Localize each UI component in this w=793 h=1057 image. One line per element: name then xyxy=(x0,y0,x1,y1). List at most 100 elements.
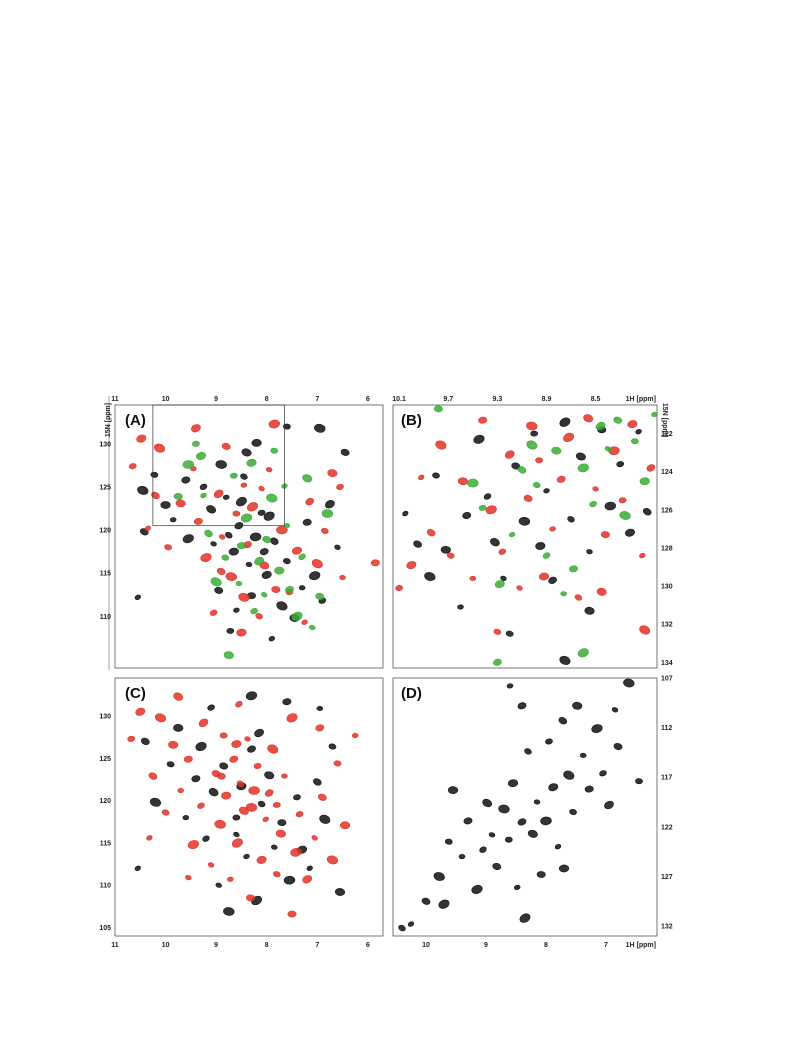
peak-a-s0-32 xyxy=(309,571,321,581)
peak-c-s1-51 xyxy=(231,740,242,748)
peak-a-s1-17 xyxy=(240,482,248,488)
x-tick-d-1: 9 xyxy=(484,942,488,949)
x-tick-d-3: 7 xyxy=(604,942,608,949)
panel-a-plot: 11 10 9 8 7 6 110 115 120 125 130 15N [ppm] xyxy=(99,396,380,659)
peak-d-s0-36 xyxy=(613,742,623,751)
y-tick-b-4: 130 xyxy=(661,584,673,591)
peak-b-s0-26 xyxy=(642,508,652,516)
peak-b-s2-10 xyxy=(569,565,578,573)
peak-c-s1-7 xyxy=(177,787,184,794)
panel-d-frame xyxy=(392,677,658,937)
peak-a-s2-12 xyxy=(250,608,258,615)
peak-b-s2-14 xyxy=(604,446,612,452)
peak-a-s0-5 xyxy=(169,517,177,523)
peak-c-s1-2 xyxy=(146,835,153,841)
peak-b-s0-19 xyxy=(575,452,586,461)
peak-b-s2-6 xyxy=(526,440,538,450)
peak-c-s1-28 xyxy=(264,789,274,797)
peak-c-s0-6 xyxy=(191,775,201,783)
peak-c-s0-15 xyxy=(243,853,250,860)
peak-a-s1-14 xyxy=(225,572,237,581)
x-tick-a-5: 6 xyxy=(366,396,370,403)
peak-b-s2-8 xyxy=(551,446,562,455)
peak-a-s0-11 xyxy=(214,586,224,594)
peak-a-s2-21 xyxy=(291,611,303,621)
peak-a-s1-0 xyxy=(128,463,137,470)
peak-c-s0-1 xyxy=(140,737,150,745)
peak-d-s0-31 xyxy=(584,785,594,793)
peak-b-s2-20 xyxy=(492,658,502,666)
y-tick-b-6: 134 xyxy=(661,660,673,667)
peak-b-s1-7 xyxy=(469,575,477,581)
panel-b: 10.1 9.7 9.3 8.9 8.5 122 124 126 128 130 132 134 15N… xyxy=(392,396,673,669)
peak-c-s0-30 xyxy=(316,705,324,711)
x-tick-d-0: 10 xyxy=(422,942,430,949)
peak-b-s1-25 xyxy=(618,497,627,504)
panel-d-peaks xyxy=(398,678,643,932)
peak-c-s0-8 xyxy=(202,835,210,842)
peak-c-s1-39 xyxy=(326,855,339,865)
peak-c-s0-0 xyxy=(134,865,141,872)
panel-d: 10 9 8 7 107 112 117 122 127 132 1H [ppm] (D) xyxy=(392,676,673,949)
peak-d-s0-25 xyxy=(554,844,562,850)
x-axis-title-d: 1H [ppm] xyxy=(626,942,656,949)
peak-c-s1-5 xyxy=(161,809,170,816)
peak-d-s0-37 xyxy=(623,678,635,688)
peak-d-s0-4 xyxy=(447,786,459,794)
panel-c-peaks xyxy=(127,691,359,918)
peak-d-s0-38 xyxy=(635,778,643,785)
peak-b-s0-25 xyxy=(635,429,642,435)
panel-c: 11 10 9 8 7 6 105 110 115 120 125 130 (C) xyxy=(99,677,384,949)
peak-a-s0-42 xyxy=(263,511,275,521)
peak-c-s0-13 xyxy=(232,814,241,821)
peak-b-s1-21 xyxy=(583,414,594,423)
peak-c-s0-33 xyxy=(207,704,215,711)
peak-a-s1-11 xyxy=(213,489,224,498)
peak-b-s2-2 xyxy=(478,504,487,511)
peak-a-s2-19 xyxy=(283,523,291,529)
peak-c-s1-40 xyxy=(333,760,342,767)
peak-c-s1-19 xyxy=(231,838,243,848)
peak-c-s1-6 xyxy=(168,740,179,749)
peak-b-s2-22 xyxy=(542,552,551,559)
y-tick-a-2: 120 xyxy=(99,528,111,535)
y-tick-c-1: 110 xyxy=(100,883,111,890)
peak-c-s1-44 xyxy=(286,713,298,723)
peak-c-s1-35 xyxy=(295,811,304,818)
peak-a-s1-31 xyxy=(327,469,338,477)
peak-b-s1-28 xyxy=(646,464,656,472)
peak-c-s1-25 xyxy=(253,763,262,769)
peak-b-s1-8 xyxy=(478,416,488,424)
peak-c-s0-20 xyxy=(271,844,278,850)
peak-a-s0-6 xyxy=(181,476,191,484)
peak-b-s1-2 xyxy=(418,474,425,481)
peak-c-s1-14 xyxy=(214,819,226,829)
peak-a-s2-14 xyxy=(261,592,268,598)
peak-a-s1-35 xyxy=(336,483,344,490)
x-tick-b-4: 8.5 xyxy=(591,396,601,403)
peak-d-s0-5 xyxy=(458,854,466,860)
peak-a-s1-2 xyxy=(144,525,152,531)
y-tick-d-1: 112 xyxy=(661,725,672,732)
x-axis-title-b: 1H [ppm] xyxy=(626,396,656,403)
peak-a-s0-38 xyxy=(283,423,291,430)
peak-c-s1-49 xyxy=(245,803,258,812)
x-tick-a-4: 7 xyxy=(315,396,319,403)
peak-a-s2-15 xyxy=(262,535,272,544)
peak-a-s0-40 xyxy=(222,494,230,500)
peak-c-s1-8 xyxy=(183,755,193,763)
peak-a-s2-17 xyxy=(270,447,279,454)
peak-c-s1-0 xyxy=(127,735,136,742)
peak-d-s0-34 xyxy=(604,800,614,810)
peak-a-s0-31 xyxy=(302,518,312,526)
peak-a-s0-7 xyxy=(182,534,194,544)
peak-c-s0-21 xyxy=(277,819,287,827)
y-axis-title-b: 15N [ppm] xyxy=(661,403,668,437)
peak-b-s2-4 xyxy=(508,531,516,538)
x-tick-c-2: 9 xyxy=(214,942,218,949)
peak-c-s0-5 xyxy=(182,815,190,821)
peak-a-s1-16 xyxy=(236,628,247,637)
peak-b-s2-3 xyxy=(494,580,505,589)
peak-a-s1-38 xyxy=(216,567,226,575)
peak-d-s0-32 xyxy=(591,724,603,733)
